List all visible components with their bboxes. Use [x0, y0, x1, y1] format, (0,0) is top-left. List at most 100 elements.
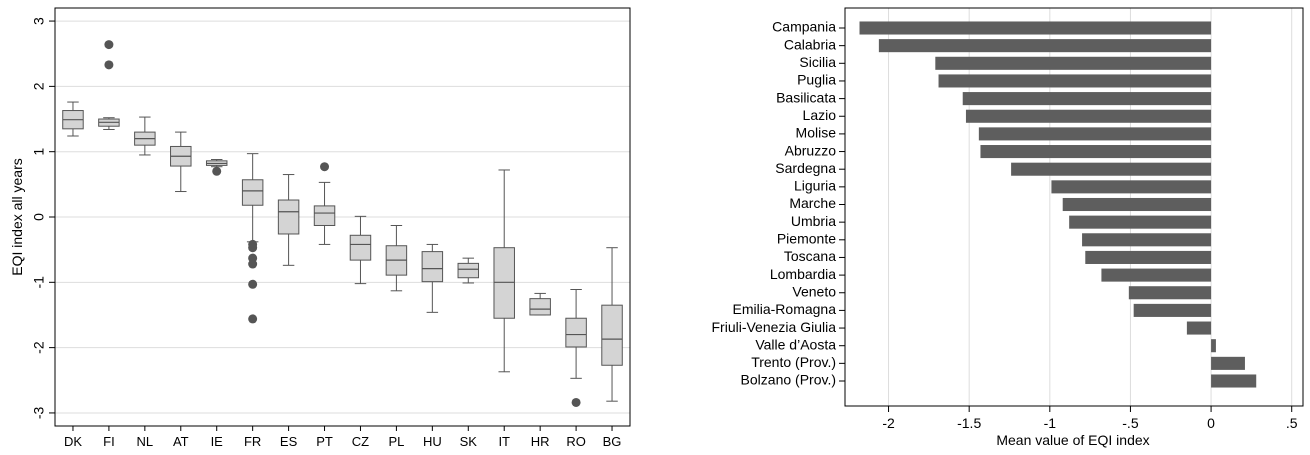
outlier-point — [248, 279, 258, 289]
box-ro — [565, 288, 587, 407]
bar-chart-y-tick-label: Valle d’Aosta — [755, 336, 836, 352]
box-plot-x-tick-label: SK — [460, 434, 478, 449]
bar-abruzzo — [980, 145, 1212, 159]
bar-bolzano-prov — [1211, 374, 1257, 388]
box-iqr — [421, 251, 444, 283]
box-dk — [62, 101, 84, 137]
box-plot-x-tick-label: HR — [531, 434, 550, 449]
bar-chart-y-tick-label: Lombardia — [770, 266, 836, 282]
box-ie — [205, 159, 228, 176]
bar-valle-d-aosta — [1211, 339, 1216, 353]
box-plot-x-tick-label: IT — [498, 434, 510, 449]
outlier-point — [248, 259, 258, 269]
bar-chart-y-tick-label: Trento (Prov.) — [751, 354, 836, 370]
box-plot-chart: -3 -2 -1 0 1 2 3 DK FI NL AT IE FR ES PT CZ PL HU SK IT HR R… — [9, 7, 631, 449]
box-plot-x-tick-label: NL — [137, 434, 154, 449]
box-fi — [98, 40, 120, 130]
bar-liguria — [1051, 180, 1212, 194]
box-bg — [601, 247, 623, 402]
box-iqr — [277, 199, 300, 235]
box-hr — [529, 292, 551, 316]
bar-chart-y-tick-label: Abruzzo — [785, 142, 837, 158]
box-iqr — [349, 234, 372, 261]
outlier-point — [104, 60, 114, 70]
bar-chart-bars — [859, 21, 1257, 388]
box-es — [277, 174, 300, 266]
bar-chart-x-tick-label: .5 — [1286, 415, 1298, 431]
bar-lazio — [965, 109, 1212, 123]
box-it — [493, 169, 515, 373]
bar-chart-y-tick-label: Liguria — [794, 178, 836, 194]
outlier-point — [571, 397, 581, 407]
box-plot-x-tick-label: FR — [244, 434, 261, 449]
box-plot-x-tick-label: PL — [388, 434, 404, 449]
bar-chart-y-tick-label: Lazio — [803, 107, 837, 123]
bar-chart-x-axis-label: Mean value of EQI index — [996, 432, 1149, 448]
box-plot-y-tick-label: -3 — [31, 407, 47, 420]
bar-trento-prov — [1211, 356, 1245, 370]
bar-chart-y-tick-label: Umbria — [791, 213, 836, 229]
bar-lombardia — [1101, 268, 1212, 282]
bar-piemonte — [1082, 233, 1212, 247]
box-fr — [241, 153, 264, 324]
box-cz — [349, 215, 372, 285]
bar-sicilia — [935, 56, 1212, 70]
bar-chart-y-tick-label: Emilia-Romagna — [733, 301, 837, 317]
bar-chart-x-tick-label: -2 — [882, 415, 895, 431]
bar-chart-y-tick-label: Veneto — [792, 283, 836, 299]
bar-chart-x-axis: -2 -1.5 -1 -.5 0 .5 — [882, 406, 1298, 431]
box-plot-y-tick-label: 3 — [31, 17, 47, 25]
box-pt — [313, 162, 336, 245]
box-plot-x-tick-label: CZ — [352, 434, 369, 449]
box-plot-y-tick-label: 2 — [31, 82, 47, 90]
box-iqr — [493, 247, 515, 319]
bar-basilicata — [962, 92, 1212, 106]
box-iqr — [241, 179, 264, 206]
box-plot-x-tick-label: HU — [423, 434, 442, 449]
bar-puglia — [938, 74, 1212, 88]
box-plot-x-axis: DK FI NL AT IE FR ES PT CZ PL HU SK IT HR RO BG — [64, 426, 621, 449]
box-plot-y-axis: -3 -2 -1 0 1 2 3 — [31, 17, 55, 419]
bar-chart-x-tick-label: -.5 — [1122, 415, 1139, 431]
bar-chart-y-tick-label: Basilicata — [776, 89, 836, 105]
box-plot-gridlines — [55, 20, 630, 414]
box-at — [170, 131, 192, 193]
box-plot-x-tick-label: ES — [280, 434, 298, 449]
bar-sardegna — [1011, 162, 1212, 176]
box-plot-y-tick-label: 1 — [31, 148, 47, 156]
bar-chart-y-tick-label: Molise — [796, 125, 837, 141]
bar-chart-y-tick-label: Sardegna — [775, 160, 836, 176]
box-iqr — [313, 205, 336, 226]
bar-chart-x-tick-label: 0 — [1207, 415, 1215, 431]
box-plot-y-tick-label: 0 — [31, 213, 47, 221]
bar-toscana — [1085, 250, 1212, 264]
box-hu — [421, 243, 444, 313]
box-plot-x-tick-label: AT — [173, 434, 189, 449]
box-iqr — [457, 262, 480, 279]
bar-emilia-romagna — [1133, 303, 1212, 317]
box-iqr — [601, 304, 623, 366]
box-plot-x-tick-label: BG — [603, 434, 622, 449]
outlier-point — [248, 314, 258, 324]
bar-chart-y-tick-label: Friuli-Venezia Giulia — [712, 319, 837, 335]
bar-campania — [859, 21, 1212, 35]
bar-molise — [978, 127, 1212, 141]
bar-chart-y-tick-label: Marche — [789, 195, 836, 211]
bar-chart-y-tick-label: Sicilia — [799, 54, 836, 70]
box-plot-x-tick-label: RO — [566, 434, 586, 449]
box-plot-x-tick-label: IE — [211, 434, 224, 449]
bar-chart-frame — [844, 7, 1304, 407]
bar-chart-x-tick-label: -1.5 — [957, 415, 981, 431]
box-pl — [385, 224, 408, 292]
box-plot-x-tick-label: FI — [103, 434, 115, 449]
outlier-point — [248, 243, 258, 253]
bar-chart-y-tick-label: Toscana — [784, 248, 836, 264]
box-plot-x-tick-label: PT — [316, 434, 333, 449]
outlier-point — [104, 40, 114, 50]
bar-chart-y-tick-label: Bolzano (Prov.) — [741, 372, 836, 388]
bar-calabria — [878, 39, 1212, 53]
outlier-point — [320, 162, 330, 172]
bar-chart-y-tick-label: Puglia — [797, 72, 836, 88]
